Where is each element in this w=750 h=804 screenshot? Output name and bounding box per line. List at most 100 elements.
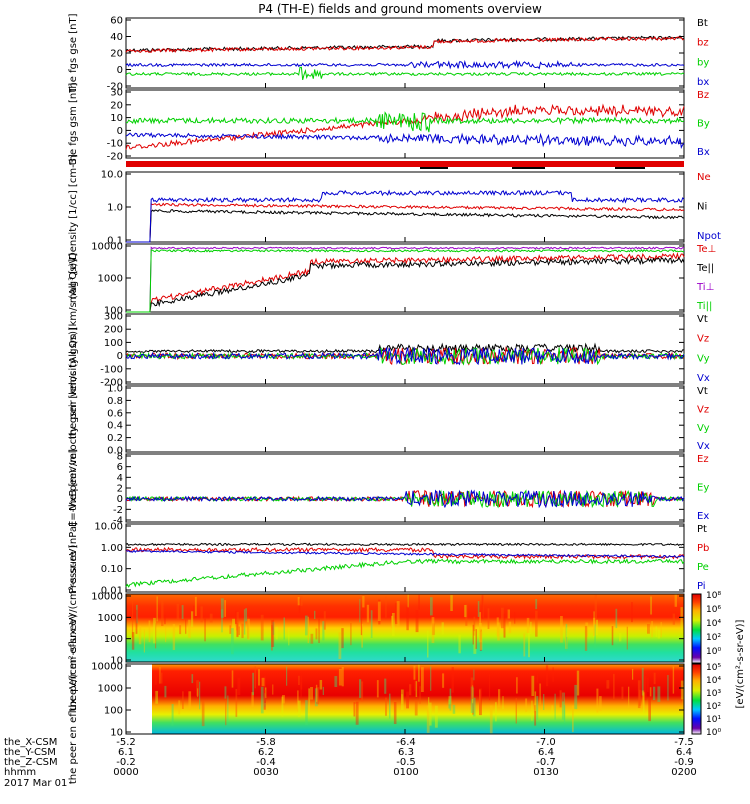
spectrogram-streak xyxy=(396,601,400,627)
spectrogram-streak xyxy=(565,623,568,652)
spectrogram-streak xyxy=(479,629,482,651)
spectrogram-streak xyxy=(428,697,430,713)
spectrogram-streak xyxy=(271,619,275,647)
spectrogram-streak xyxy=(247,618,250,640)
spectrogram-streak xyxy=(615,608,618,629)
spectrogram-streak xyxy=(508,621,512,634)
y-tick-label: 10 xyxy=(110,728,123,739)
spectrogram-streak xyxy=(200,606,203,623)
series-Te|| xyxy=(126,256,685,313)
spectrogram-streak xyxy=(378,599,381,625)
legend-label: Bx xyxy=(697,147,710,158)
y-axis-label: the peir velocity gsm [km/s (All Qs)] xyxy=(68,259,79,440)
spectrogram-streak xyxy=(503,613,506,638)
time-tick-label: 0130 xyxy=(533,767,558,778)
spectrogram-streak xyxy=(159,667,161,684)
spectrogram-streak xyxy=(470,686,474,713)
spectrogram-streak xyxy=(310,633,314,644)
spectrogram-streak xyxy=(528,629,530,658)
panel-frame xyxy=(125,385,685,453)
spectrogram-streak xyxy=(188,691,192,711)
y-csm-value: 6.4 xyxy=(676,747,692,758)
series-By xyxy=(125,111,685,133)
y-tick-label: 20 xyxy=(110,49,123,60)
spectrogram-streak xyxy=(315,628,318,640)
panel-frame xyxy=(125,171,685,243)
spectrogram-streak xyxy=(209,613,213,623)
spectrogram-streak xyxy=(561,692,565,720)
series-Pb xyxy=(125,546,685,560)
spectrogram-streak xyxy=(680,607,683,633)
spectrogram-streak xyxy=(680,680,684,700)
spectrogram-streak xyxy=(132,600,134,623)
spectrogram-streak xyxy=(450,595,453,611)
spectrogram-streak xyxy=(245,608,247,622)
spectrogram-streak xyxy=(401,689,404,710)
spectrogram-streak xyxy=(305,700,308,726)
series-Pe xyxy=(125,558,685,588)
spectrogram-streak xyxy=(318,618,320,643)
spectrogram-streak xyxy=(472,688,475,715)
z-csm-value: -0.5 xyxy=(396,757,416,768)
spectrogram-streak xyxy=(297,690,299,712)
spectrogram-streak xyxy=(272,684,274,695)
spectrogram-streak xyxy=(391,615,394,629)
y-tick-label: 10 xyxy=(110,113,123,124)
colorbar-tick-label: 10⁶ xyxy=(706,605,721,615)
y-csm-value: 6.4 xyxy=(538,747,554,758)
spectrogram-streak xyxy=(361,624,363,648)
legend-label: by xyxy=(697,57,709,68)
spectrogram-streak xyxy=(238,626,240,635)
spectrogram-streak xyxy=(409,684,412,696)
series-Npot xyxy=(126,189,685,243)
y-axis-label: mag³ [eV] xyxy=(68,253,79,303)
spectrogram-streak xyxy=(442,673,445,688)
spectrogram-streak xyxy=(594,594,597,621)
spectrogram-streak xyxy=(254,666,256,689)
spectrogram-streak xyxy=(674,594,677,607)
spectrogram-streak xyxy=(181,605,184,619)
y-axis-label: the fgs gsm [nT] xyxy=(68,83,79,166)
spectrogram-streak xyxy=(534,691,537,711)
spectrogram-streak xyxy=(237,677,241,695)
spectrogram-streak xyxy=(155,690,158,704)
y-tick-label: 0.6 xyxy=(107,408,123,419)
spectrogram-streak xyxy=(193,605,195,619)
spectrogram-streak xyxy=(376,680,379,698)
spectrogram-streak xyxy=(334,676,338,687)
spectrogram-streak xyxy=(641,667,644,696)
panel-temperature: 10000 1000 100 mag³ [eV] Te⊥ Te|| Ti⊥ Ti|| xyxy=(68,242,716,317)
y-tick-label: 200 xyxy=(104,325,123,336)
spectrogram-streak xyxy=(191,674,194,684)
spectrogram-streak xyxy=(359,599,361,623)
spectrogram-streak xyxy=(260,614,264,641)
series-Bx xyxy=(125,132,685,150)
legend-label: Bt xyxy=(697,18,708,29)
y-tick-label: 100 xyxy=(104,306,123,317)
spectrogram-streak xyxy=(655,626,657,637)
y-tick-label: 10000 xyxy=(91,242,123,253)
spectrogram-streak xyxy=(497,622,500,641)
spectrogram-streak xyxy=(286,666,288,686)
series-Ne xyxy=(126,202,685,243)
spectrogram-streak xyxy=(231,628,234,655)
spectrogram-streak xyxy=(536,674,538,683)
series-Pi xyxy=(125,549,685,559)
spectrogram-streak xyxy=(155,623,157,649)
y-tick-label: -4 xyxy=(113,516,123,527)
spectrogram-streak xyxy=(395,602,398,624)
colorbar-tick-label: 10⁵ xyxy=(706,663,721,673)
spectrogram-streak xyxy=(552,667,554,682)
y-tick-label: 10 xyxy=(110,656,123,667)
spectrogram-streak xyxy=(507,609,510,619)
y-axis-label: the peir en eflux eV/(cm²-s-sr-eV) xyxy=(68,544,79,711)
panel-peir_en: 10000 1000 100 10 the peir en eflux eV/(cm²-… xyxy=(68,544,685,711)
spectrogram-streak xyxy=(314,688,318,707)
spectrogram-streak xyxy=(288,627,290,646)
legend-label: bx xyxy=(697,77,709,88)
y-axis-label: the peer velocity gsm [km/s (All Qs)] xyxy=(68,327,79,511)
spectrogram-streak xyxy=(413,665,416,680)
spectrogram-streak xyxy=(359,679,362,698)
spectrogram-streak xyxy=(243,609,246,635)
y-csm-value: 6.1 xyxy=(118,747,134,758)
